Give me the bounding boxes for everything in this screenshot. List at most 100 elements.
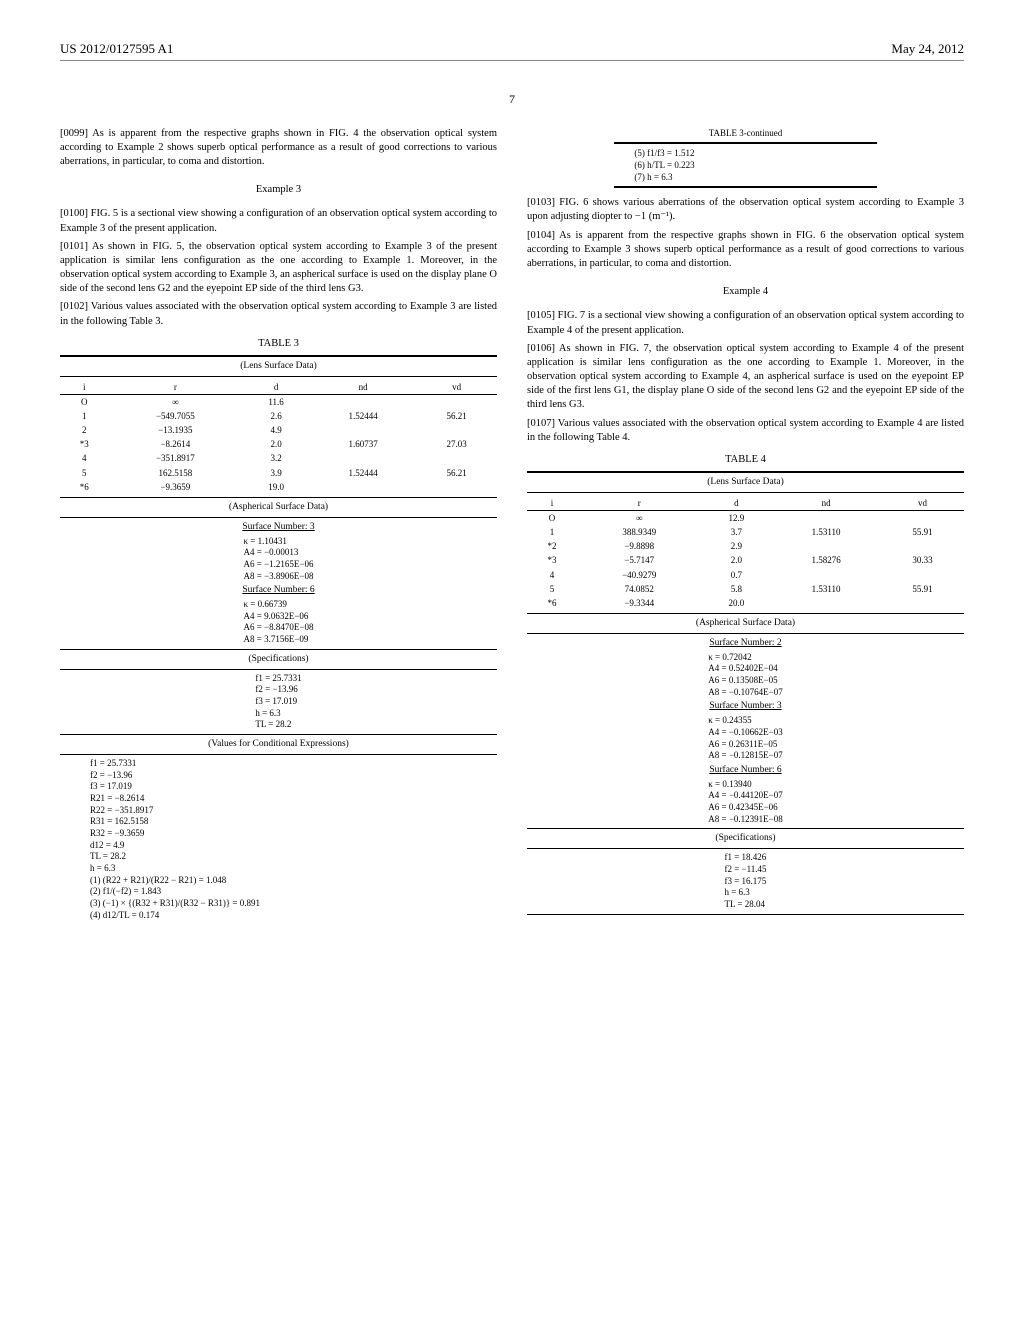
table-cell: 2.0	[242, 437, 310, 451]
table3-caption: TABLE 3	[60, 337, 497, 351]
value-line: R21 = −8.2614	[90, 793, 497, 805]
table-cell: 3.2	[242, 451, 310, 465]
table3-lens-data: i r d nd vd O∞11.61−549.70552.61.5244456…	[60, 380, 497, 494]
table-cell: 1.53110	[771, 525, 881, 539]
value-line: (7) h = 6.3	[634, 171, 876, 183]
value-line: f2 = −11.45	[724, 864, 766, 876]
cond-values: f1 = 25.7331f2 = −13.96f3 = 17.019R21 = …	[60, 758, 497, 922]
table-cell: O	[527, 511, 577, 526]
table-cell	[416, 394, 497, 409]
table-cell: O	[60, 394, 109, 409]
value-line: κ = 0.72042	[708, 652, 782, 664]
page-header: US 2012/0127595 A1 May 24, 2012	[60, 40, 964, 61]
table-cell: 2	[60, 423, 109, 437]
table-cell: 30.33	[881, 553, 964, 567]
table4-specs-section: (Specifications)	[527, 832, 964, 845]
table-cell: ∞	[109, 394, 243, 409]
rule	[527, 848, 964, 849]
t4-surf2-label: Surface Number: 2	[527, 637, 964, 650]
th-i: i	[527, 496, 577, 511]
th-nd: nd	[310, 380, 416, 395]
table3-cont-caption: TABLE 3-continued	[614, 127, 876, 139]
value-line: A4 = −0.10662E−03	[708, 727, 782, 739]
table-cell: 5.8	[701, 582, 771, 596]
value-line: A4 = −0.44120E−07	[708, 790, 782, 802]
para-0103: [0103] FIG. 6 shows various aberrations …	[527, 196, 964, 224]
table-cell: 4.9	[242, 423, 310, 437]
doc-date: May 24, 2012	[891, 40, 964, 58]
value-line: TL = 28.04	[724, 899, 766, 911]
para-0101: [0101] As shown in FIG. 5, the observati…	[60, 240, 497, 297]
table-cell: *3	[60, 437, 109, 451]
rule	[60, 649, 497, 650]
value-line: R32 = −9.3659	[90, 828, 497, 840]
rule	[60, 734, 497, 735]
value-line: κ = 0.66739	[244, 599, 314, 611]
value-line: A4 = 9.0632E−06	[244, 611, 314, 623]
table-cell	[881, 539, 964, 553]
value-line: R22 = −351.8917	[90, 805, 497, 817]
specs-values: f1 = 25.7331f2 = −13.96f3 = 17.019h = 6.…	[255, 673, 301, 731]
table-cell: 4	[527, 568, 577, 582]
table-cell	[416, 451, 497, 465]
table-cell	[771, 568, 881, 582]
th-r: r	[109, 380, 243, 395]
page-number: 7	[60, 91, 964, 107]
value-line: κ = 0.24355	[708, 715, 782, 727]
th-vd: vd	[416, 380, 497, 395]
table3-cont-lines: (5) f1/f3 = 1.512(6) h/TL = 0.223(7) h =…	[614, 147, 876, 183]
table3-specs-section: (Specifications)	[60, 653, 497, 666]
t4-surf6-values: κ = 0.13940A4 = −0.44120E−07A6 = 0.42345…	[708, 779, 782, 826]
table-cell: 1.53110	[771, 582, 881, 596]
rule	[60, 669, 497, 670]
table3-cond-section: (Values for Conditional Expressions)	[60, 738, 497, 751]
t4-specs-values: f1 = 18.426f2 = −11.45f3 = 16.175h = 6.3…	[724, 852, 766, 910]
value-line: f1 = 25.7331	[90, 758, 497, 770]
table-cell	[310, 423, 416, 437]
table-cell	[310, 480, 416, 494]
th-r: r	[577, 496, 701, 511]
value-line: A6 = 0.42345E−06	[708, 802, 782, 814]
surf6-values: κ = 0.66739A4 = 9.0632E−06A6 = −8.8470E−…	[244, 599, 314, 646]
value-line: A8 = −3.8906E−08	[244, 571, 314, 583]
table-cell: −5.7147	[577, 553, 701, 567]
table-cell: −9.3659	[109, 480, 243, 494]
table-cell: 4	[60, 451, 109, 465]
table-cell: 55.91	[881, 525, 964, 539]
rule	[527, 914, 964, 915]
value-line: h = 6.3	[255, 708, 301, 720]
value-line: A4 = −0.00013	[244, 547, 314, 559]
table-cell: *3	[527, 553, 577, 567]
value-line: A6 = −8.8470E−08	[244, 622, 314, 634]
para-0107: [0107] Various values associated with th…	[527, 417, 964, 445]
value-line: A4 = 0.52402E−04	[708, 663, 782, 675]
table-cell	[416, 423, 497, 437]
table4-lens-data: i r d nd vd O∞12.91388.93493.71.5311055.…	[527, 496, 964, 610]
table-cell: −8.2614	[109, 437, 243, 451]
th-i: i	[60, 380, 109, 395]
table-cell	[771, 539, 881, 553]
value-line: f3 = 17.019	[90, 781, 497, 793]
value-line: (5) f1/f3 = 1.512	[634, 147, 876, 159]
table-cell	[310, 394, 416, 409]
rule	[527, 471, 964, 473]
table-cell: 5	[527, 582, 577, 596]
value-line: h = 6.3	[724, 887, 766, 899]
rule	[60, 754, 497, 755]
table-cell: 2.0	[701, 553, 771, 567]
value-line: A8 = 3.7156E−09	[244, 634, 314, 646]
table-cell	[881, 596, 964, 610]
surf3-values: κ = 1.10431A4 = −0.00013A6 = −1.2165E−06…	[244, 536, 314, 583]
table-cell: 2.6	[242, 409, 310, 423]
para-0102: [0102] Various values associated with th…	[60, 300, 497, 328]
table-cell: −9.3344	[577, 596, 701, 610]
table3-asph-section: (Aspherical Surface Data)	[60, 501, 497, 514]
value-line: κ = 0.13940	[708, 779, 782, 791]
rule	[527, 613, 964, 614]
value-line: (1) (R22 + R21)/(R22 − R21) = 1.048	[90, 875, 497, 887]
table-cell	[310, 451, 416, 465]
t4-surf3-values: κ = 0.24355A4 = −0.10662E−03A6 = 0.26311…	[708, 715, 782, 762]
table-cell: 12.9	[701, 511, 771, 526]
table-cell: 74.0852	[577, 582, 701, 596]
table-cell	[771, 596, 881, 610]
